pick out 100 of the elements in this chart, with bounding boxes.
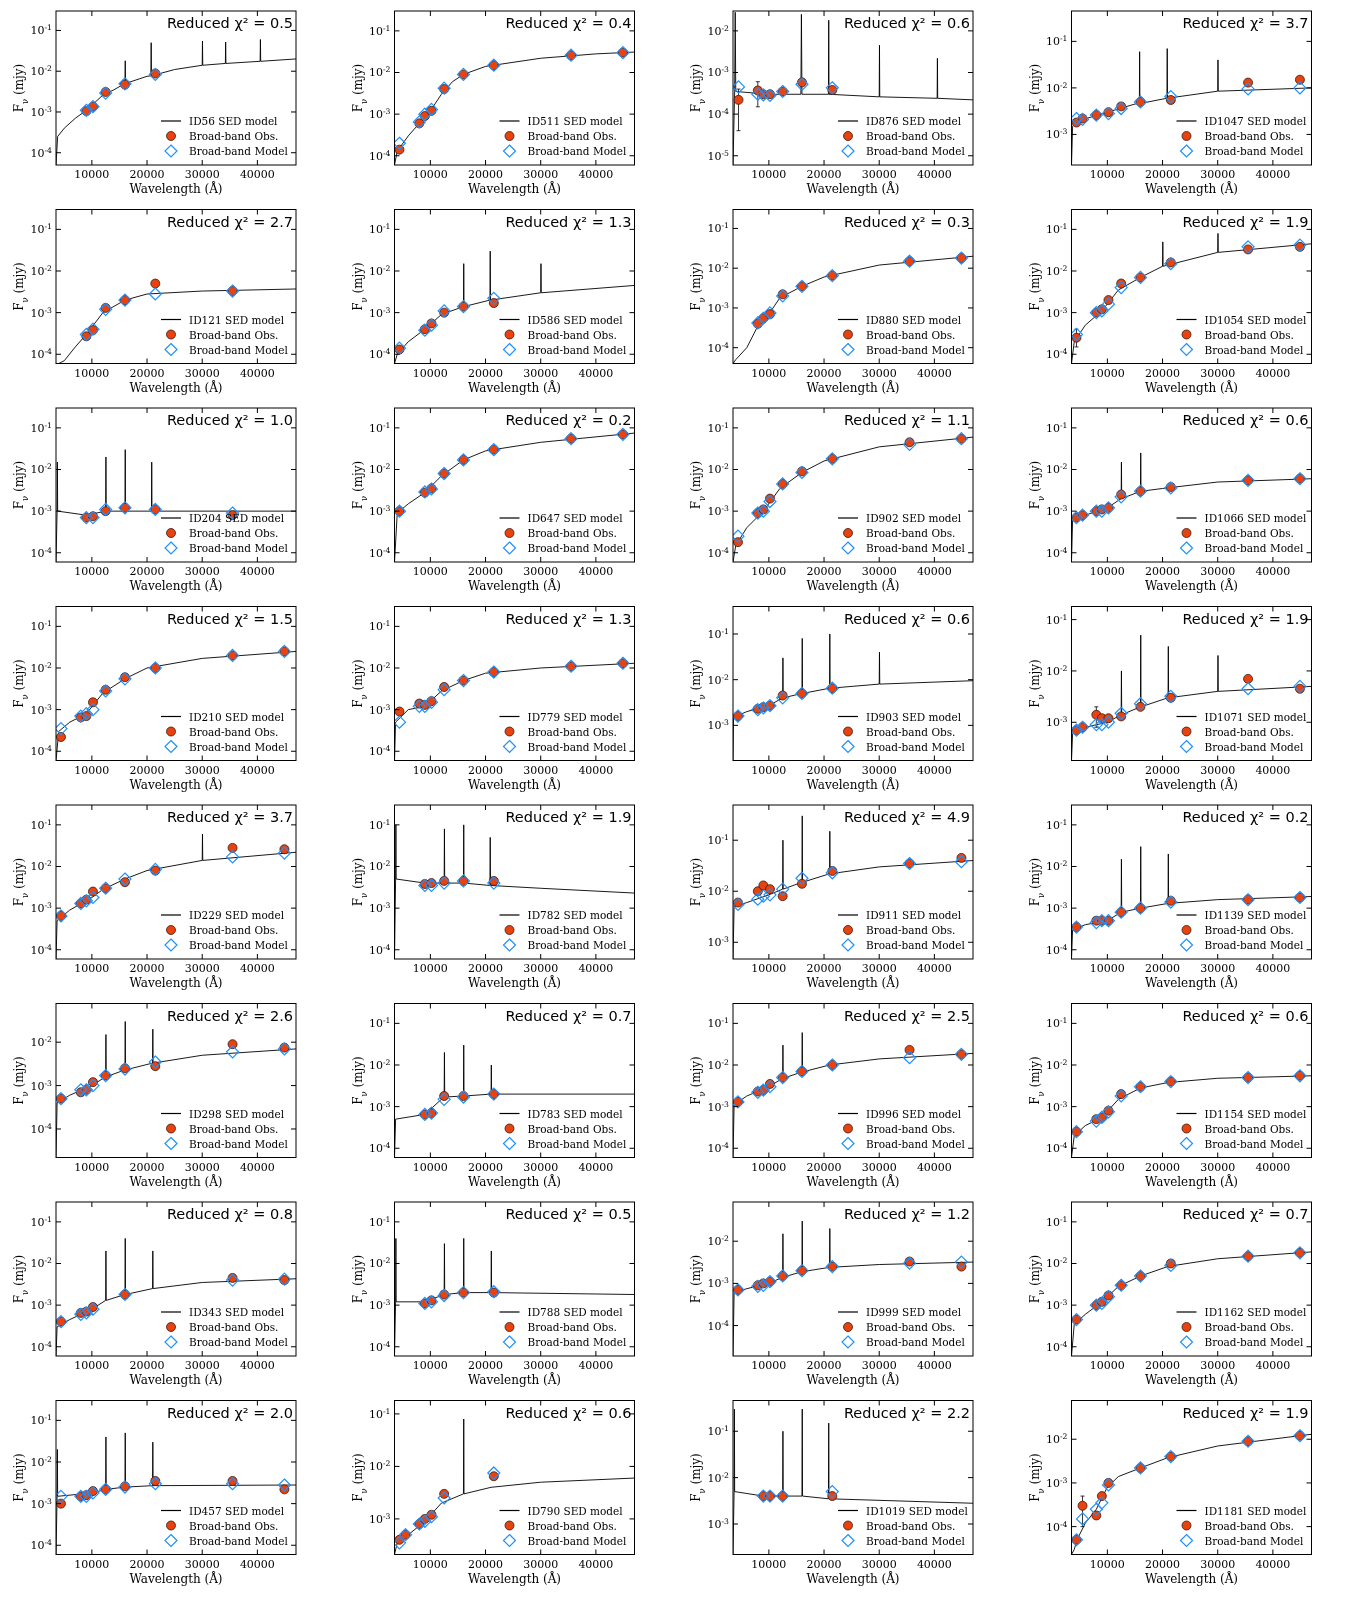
x-axis-title: Wavelength (Å) xyxy=(467,1570,562,1586)
x-tick-label: 10000 xyxy=(751,1359,787,1372)
legend-label: Broad-band Obs. xyxy=(189,130,279,142)
legend-label: ID1019 SED model xyxy=(866,1504,969,1517)
y-tick-label: 10$^{-1}$ xyxy=(1046,420,1068,435)
y-tick-label: 10$^{-3}$ xyxy=(30,900,53,916)
x-axis-title: Wavelength (Å) xyxy=(1144,379,1239,395)
x-tick-label: 10000 xyxy=(1089,565,1125,578)
x-tick-label: 40000 xyxy=(578,763,614,777)
legend-label: Broad-band Model xyxy=(866,1534,966,1547)
x-tick-label: 20000 xyxy=(1145,565,1181,578)
legend-label: Broad-band Model xyxy=(189,740,289,753)
legend-label: ID1139 SED model xyxy=(1204,909,1307,921)
legend-label: Broad-band Model xyxy=(189,1336,289,1348)
y-tick-label: 10$^{-2}$ xyxy=(1046,859,1068,874)
x-tick-label: 30000 xyxy=(1200,168,1236,181)
x-tick-label: 20000 xyxy=(1145,763,1181,777)
y-tick-label: 10$^{-2}$ xyxy=(369,660,391,675)
legend-label: Broad-band Model xyxy=(189,939,289,951)
y-tick-label: 10$^{-4}$ xyxy=(1046,1339,1068,1354)
chart-title: Reduced χ² = 2.0 xyxy=(166,1404,293,1421)
x-tick-label: 10000 xyxy=(751,962,787,975)
x-tick-label: 40000 xyxy=(916,565,952,578)
legend-label: Broad-band Obs. xyxy=(1204,328,1294,341)
legend-label: Broad-band Model xyxy=(1204,1336,1304,1348)
y-tick-label: 10$^{-3}$ xyxy=(1046,305,1068,320)
x-tick-label: 20000 xyxy=(806,763,842,777)
x-tick-label: 10000 xyxy=(74,763,110,777)
chart-title: Reduced χ² = 0.2 xyxy=(505,412,632,428)
legend-label: Broad-band Obs. xyxy=(1204,725,1294,738)
legend-label: Broad-band Model xyxy=(527,1534,627,1547)
y-tick-label: 10$^{-2}$ xyxy=(1046,263,1068,278)
x-axis-title: Wavelength (Å) xyxy=(129,1372,223,1387)
y-tick-label: 10$^{-1}$ xyxy=(30,1412,52,1428)
x-tick-label: 20000 xyxy=(129,565,165,578)
x-tick-label: 20000 xyxy=(468,366,504,380)
legend-label: Broad-band Model xyxy=(527,1336,627,1348)
legend-label: Broad-band Obs. xyxy=(527,1122,617,1135)
x-tick-label: 40000 xyxy=(1255,763,1291,777)
x-tick-label: 30000 xyxy=(184,565,220,578)
x-axis-title: Wavelength (Å) xyxy=(806,1372,900,1387)
x-tick-label: 10000 xyxy=(74,168,110,181)
legend-label: Broad-band Model xyxy=(1204,1534,1304,1547)
x-tick-label: 20000 xyxy=(806,1160,842,1174)
x-axis-title: Wavelength (Å) xyxy=(806,379,900,395)
legend-label: ID999 SED model xyxy=(866,1306,962,1318)
x-tick-label: 40000 xyxy=(1255,565,1291,578)
y-tick-label: 10$^{-4}$ xyxy=(30,1121,53,1136)
legend-label: Broad-band Model xyxy=(1204,343,1304,356)
legend-label: ID782 SED model xyxy=(527,909,624,921)
x-tick-label: 10000 xyxy=(1089,763,1125,777)
y-tick-label: 10$^{-2}$ xyxy=(1046,1256,1068,1271)
x-axis-title: Wavelength (Å) xyxy=(129,578,223,593)
x-tick-label: 40000 xyxy=(1255,1160,1291,1174)
x-tick-label: 30000 xyxy=(861,565,897,578)
x-tick-label: 30000 xyxy=(184,962,220,975)
x-tick-label: 40000 xyxy=(916,763,952,777)
x-tick-label: 30000 xyxy=(523,763,559,777)
legend-label: ID1181 SED model xyxy=(1204,1504,1307,1517)
y-tick-label: 10$^{-4}$ xyxy=(369,1140,391,1156)
y-tick-label: 10$^{-4}$ xyxy=(707,340,730,355)
x-tick-label: 10000 xyxy=(1089,962,1125,975)
chart-title: Reduced χ² = 1.0 xyxy=(166,412,293,428)
x-tick-label: 30000 xyxy=(1200,1160,1236,1174)
x-tick-label: 40000 xyxy=(578,1557,614,1571)
y-tick-label: 10$^{-4}$ xyxy=(369,942,391,957)
x-tick-label: 10000 xyxy=(74,565,110,578)
x-tick-label: 20000 xyxy=(1145,1160,1181,1174)
y-tick-label: 10$^{-2}$ xyxy=(30,859,53,874)
x-tick-label: 30000 xyxy=(184,1160,220,1174)
chart-title: Reduced χ² = 0.6 xyxy=(843,15,970,31)
x-tick-label: 30000 xyxy=(184,1557,220,1571)
legend-label: Broad-band Obs. xyxy=(189,527,279,539)
legend-label: Broad-band Model xyxy=(1204,145,1304,157)
legend-label: Broad-band Obs. xyxy=(866,328,956,341)
chart-title: Reduced χ² = 1.9 xyxy=(1182,610,1309,627)
y-tick-label: 10$^{-1}$ xyxy=(369,23,391,38)
legend-label: Broad-band Model xyxy=(189,145,289,157)
legend-label: ID298 SED model xyxy=(189,1107,285,1120)
y-tick-label: 10$^{-1}$ xyxy=(30,22,52,38)
y-tick-label: 10$^{-2}$ xyxy=(1046,663,1068,678)
x-tick-label: 30000 xyxy=(861,962,897,975)
chart-title: Reduced χ² = 2.6 xyxy=(166,1007,293,1024)
y-tick-label: 10$^{-3}$ xyxy=(707,1099,730,1114)
x-axis-title: Wavelength (Å) xyxy=(1144,1570,1239,1586)
y-tick-label: 10$^{-1}$ xyxy=(1046,612,1068,627)
legend-label: Broad-band Model xyxy=(1204,939,1304,951)
x-tick-label: 20000 xyxy=(806,962,842,975)
x-tick-label: 10000 xyxy=(412,565,448,578)
x-tick-label: 20000 xyxy=(129,1160,165,1174)
y-tick-label: 10$^{-3}$ xyxy=(1046,714,1068,730)
legend-label: ID911 SED model xyxy=(866,909,962,921)
y-tick-label: 10$^{-5}$ xyxy=(707,148,730,163)
legend-label: Broad-band Obs. xyxy=(189,924,279,936)
legend-label: Broad-band Obs. xyxy=(866,130,956,142)
legend-label: ID1047 SED model xyxy=(1204,115,1307,127)
y-tick-label: 10$^{-2}$ xyxy=(707,462,730,477)
y-tick-label: 10$^{-4}$ xyxy=(707,1318,730,1333)
legend-label: Broad-band Model xyxy=(866,939,966,951)
y-tick-label: 10$^{-3}$ xyxy=(1046,1099,1068,1114)
